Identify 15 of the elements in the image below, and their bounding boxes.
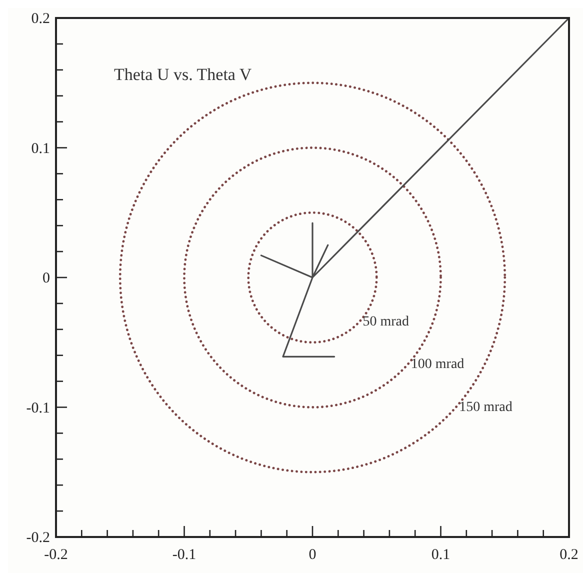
x-tick-label: -0.1 (172, 547, 196, 563)
x-tick-label: 0 (308, 547, 316, 563)
annotation: 150 mrad (459, 400, 512, 415)
y-tick-label: -0.2 (26, 530, 50, 546)
x-tick-label: 0.1 (431, 547, 450, 563)
x-tick-label: -0.2 (44, 547, 68, 563)
y-tick-label: 0.1 (31, 140, 50, 157)
text: Theta U vs. Theta V (114, 65, 252, 84)
annotation: 100 mrad (410, 357, 464, 372)
y-tick-label: 0 (42, 270, 50, 286)
annotation: 50 mrad (362, 314, 409, 330)
line-series (260, 17, 570, 358)
y-tick-label: -0.1 (26, 400, 50, 416)
x-tick-label: 0.2 (560, 547, 578, 563)
y-tick-label: 0.2 (31, 11, 50, 27)
